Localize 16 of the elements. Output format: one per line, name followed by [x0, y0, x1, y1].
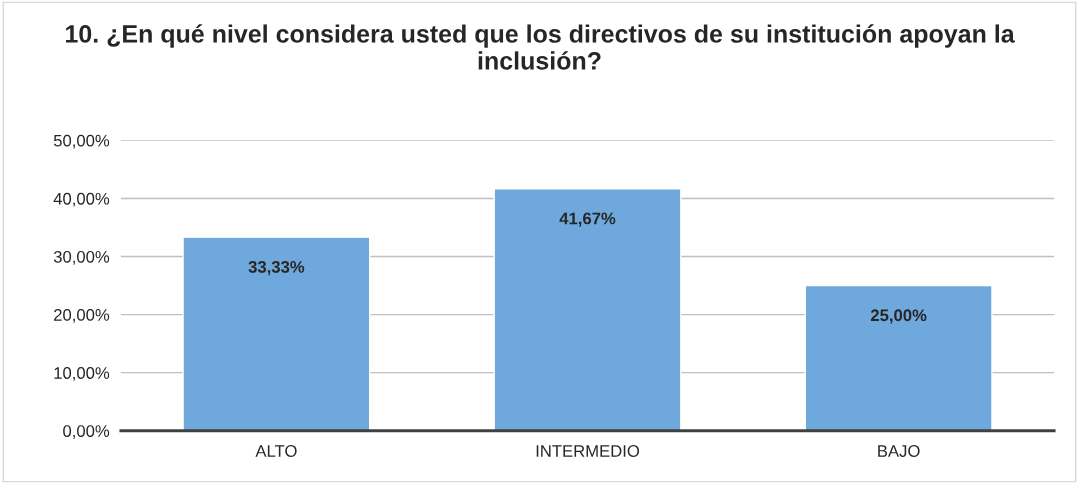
data-label: 41,67%: [559, 212, 616, 227]
x-tick-label: INTERMEDIO: [536, 445, 640, 457]
data-label: 25,00%: [870, 309, 927, 324]
bar: [493, 188, 682, 431]
data-label: 33,33%: [248, 260, 305, 276]
bar: [182, 236, 371, 431]
y-tick-label: 40,00%: [53, 192, 110, 207]
y-tick-label: 30,00%: [53, 250, 110, 265]
y-tick-label: 10,00%: [54, 367, 110, 381]
chart-title: 10. ¿En qué nivel considera usted que los directivos de su institución apoyan la inclusión?: [66, 24, 1015, 70]
x-tick-label: BAJO: [878, 445, 920, 457]
y-tick-label: 20,00%: [54, 309, 110, 323]
y-tick-label: 50,00%: [53, 134, 110, 149]
y-tick-label: 0,00%: [63, 425, 110, 439]
bar: [804, 284, 993, 431]
x-tick-label: ALTO: [255, 445, 297, 457]
